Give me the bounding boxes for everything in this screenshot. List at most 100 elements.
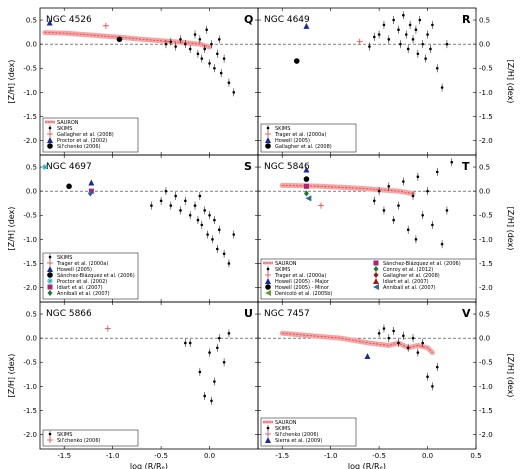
- panel-t-literature-point: [303, 190, 309, 197]
- panel-u-skims-point: [184, 341, 187, 345]
- panel-q-skims-point: [213, 66, 216, 70]
- panel-s-skims-point: [159, 199, 163, 203]
- panel-s-legend-marker: [48, 255, 52, 259]
- panel-v-ytick-label: -1.0: [479, 383, 493, 391]
- panel-q-legend-label: Sil'chenko (2006): [57, 144, 101, 150]
- panel-q-legend-label: SKIMS: [57, 126, 72, 132]
- panel-s-galaxy-name: NGC 4697: [46, 162, 92, 172]
- panel-u-ytick-label: -1.5: [23, 407, 37, 415]
- panel-r-skims-point: [414, 28, 418, 31]
- panel-r-ylabel: [Z/H] (dex): [506, 60, 515, 104]
- panel-v-legend-label: SKIMS: [275, 426, 290, 432]
- panel-t-legend-marker: [265, 290, 271, 296]
- panel-q-ytick-label: 0.5: [26, 17, 37, 25]
- panel-v-legend-label: Sil'chenko (2006): [275, 432, 319, 438]
- panel-t-skims-point: [392, 218, 395, 222]
- panel-t-skims-point: [435, 170, 439, 174]
- panel-t-legend-marker: [373, 272, 379, 278]
- panel-s-skims-point: [203, 209, 207, 212]
- panel-s-skims-point: [179, 209, 182, 212]
- panel-v-skims-point: [392, 329, 395, 333]
- panel-t-legend-label: Idiart et al. (2007): [383, 279, 429, 285]
- panel-s-legend-marker: [47, 272, 53, 278]
- panel-u-xtick-label: -0.5: [154, 452, 168, 460]
- panel-t-sauron-band: [279, 182, 416, 197]
- panel-v-skims-point: [431, 385, 434, 388]
- panel-v-xtick-label: -0.5: [372, 452, 386, 460]
- panel-r-literature-point: [356, 38, 363, 45]
- panel-u-ytick-label: -1.0: [23, 383, 37, 391]
- panel-v-letter: V: [462, 307, 471, 320]
- panel-t-literature-point: [303, 166, 310, 173]
- panel-grid: -2.0 -1.5 -1.0 -0.5 0.0 0.5 [Z/H] (dex) NGC 452…: [7, 7, 515, 469]
- panel-s-legend-marker: [47, 266, 53, 272]
- panel-s-legend-label: Trager et al. (2000a): [56, 261, 108, 267]
- panel-s-skims-point: [211, 238, 214, 241]
- panel-t-literature-point: [305, 195, 312, 202]
- panel-t-ylabel: [Z/H] (dex): [506, 207, 515, 251]
- panel-r-skims-point: [416, 52, 420, 56]
- panel-s-legend-marker: [47, 284, 53, 290]
- panel-v-legend-marker: [265, 431, 271, 437]
- panel-u-legend-marker: [48, 432, 52, 436]
- panel-q-skims-point: [200, 57, 204, 60]
- panel-q-skims-point: [198, 38, 202, 41]
- panel-u-ytick-label: 0.0: [26, 335, 37, 343]
- panel-q-legend-label: Gallagher et al. (2008): [57, 132, 114, 138]
- panel-r-legend-marker: [265, 137, 271, 143]
- panel-q-skims-point: [174, 45, 177, 48]
- panel-r-legend-label: Gallagher et al. (2008): [275, 144, 332, 150]
- panel-v-skims-point: [421, 341, 425, 345]
- panel-u-skims-point: [188, 341, 192, 345]
- panel-t-legend-label: Annibali et al. (2007): [383, 285, 436, 291]
- panel-q-skims-point: [193, 33, 197, 36]
- panel-t-skims-point: [450, 160, 454, 164]
- panel-u-letter: U: [244, 307, 253, 320]
- panel-t-skims-point: [445, 209, 449, 212]
- panel-v-ytick-label: -0.5: [479, 359, 493, 367]
- panel-v-sauron-band: [279, 330, 435, 356]
- panel-s-literature-point: [87, 190, 93, 197]
- panel-u-frame: [39, 301, 259, 450]
- panel-q-legend-label: Proctor et al. (2002): [57, 138, 107, 144]
- panel-v-xtick-label: 0.0: [422, 452, 433, 460]
- panel-t-skims-point: [431, 223, 434, 227]
- panel-s-skims-point: [200, 223, 204, 227]
- panel-u-ytick-label: 0.5: [26, 311, 37, 319]
- panel-s: -2.0 -1.5 -1.0 -0.5 0.0 0.5 [Z/H] (dex) NGC 469…: [7, 154, 259, 303]
- panel-t-legend-marker: [265, 278, 271, 284]
- panel-t-legend-marker: [373, 266, 379, 272]
- panel-s-skims-point: [216, 247, 219, 251]
- panel-s-skims-point: [150, 204, 153, 207]
- panel-q-sauron-line: [44, 32, 210, 48]
- panel-t-skims-point: [377, 189, 381, 193]
- panel-s-skims-point: [217, 228, 221, 232]
- panel-s-skims-point: [169, 204, 173, 207]
- panel-r-skims-point: [377, 33, 381, 36]
- panel-v-xtick-label: 0.5: [470, 452, 481, 460]
- panel-s-literature-point: [66, 183, 72, 190]
- panel-q-literature-point: [46, 19, 53, 26]
- panel-u-ytick-label: -0.5: [23, 359, 37, 367]
- panel-s-legend-label: Sánchez-Blázquez et al. (2006): [57, 272, 135, 279]
- panel-s-skims-point: [188, 213, 192, 217]
- panel-q-literature-point: [116, 36, 123, 43]
- panel-q-skims-point: [188, 47, 192, 51]
- panel-v-literature-point: [364, 352, 371, 359]
- panel-r-legend-label: Howell (2005): [275, 138, 310, 144]
- panel-t-skims-point: [440, 242, 444, 246]
- panel-s-skims-point: [232, 233, 236, 236]
- panel-t-legend-marker: [373, 260, 379, 266]
- panel-r-skims-point: [435, 66, 439, 70]
- panel-v-skims-point: [377, 332, 381, 335]
- panel-s-ytick-label: 0.0: [26, 188, 37, 196]
- panel-r-legend-box: [260, 123, 357, 153]
- panel-t-skims-point: [406, 228, 410, 232]
- panel-q-skims-point: [232, 91, 236, 94]
- panel-q-ytick-label: -1.5: [23, 113, 37, 121]
- panel-u-skims-point: [208, 351, 211, 354]
- panel-t-skims-point: [372, 199, 376, 203]
- panel-s-skims-point: [193, 204, 197, 207]
